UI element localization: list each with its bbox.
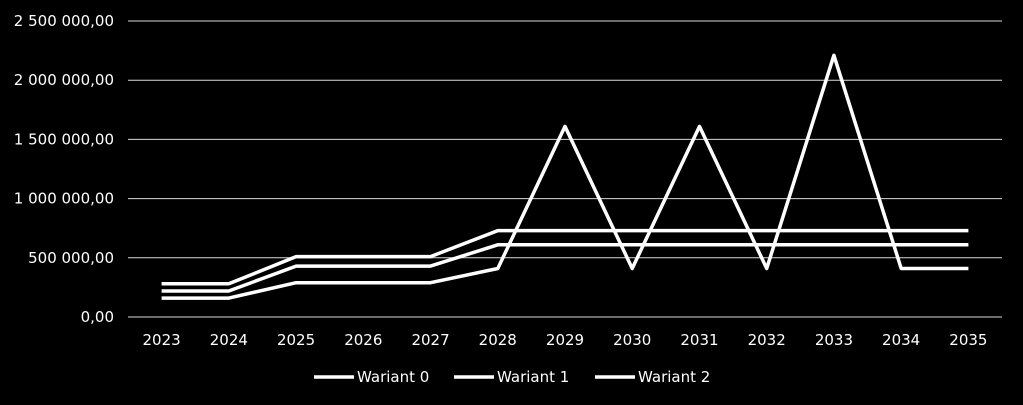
legend-label: Wariant 1: [497, 368, 569, 386]
x-tick-label: 2025: [277, 331, 315, 349]
x-tick-label: 2031: [680, 331, 718, 349]
legend-label: Wariant 2: [638, 368, 710, 386]
x-tick-label: 2032: [748, 331, 786, 349]
legend-label: Wariant 0: [357, 368, 429, 386]
y-tick-label: 1 000 000,00: [14, 190, 114, 208]
x-tick-label: 2034: [882, 331, 920, 349]
legend: Wariant 0 Wariant 1 Wariant 2: [314, 368, 710, 386]
x-tick-label: 2023: [143, 331, 181, 349]
x-axis-tick-labels: 2023 2024 2025 2026 2027 2028 2029 2030 2031 2032…: [143, 331, 988, 349]
y-tick-label: 2 000 000,00: [14, 71, 114, 89]
x-tick-label: 2035: [949, 331, 987, 349]
gridlines: [128, 20, 1002, 318]
series-line-1: [161, 228, 969, 286]
x-tick-label: 2027: [411, 331, 449, 349]
y-tick-label: 0,00: [81, 308, 114, 326]
x-tick-label: 2030: [613, 331, 651, 349]
y-tick-label: 2 500 000,00: [14, 12, 114, 30]
x-tick-label: 2024: [210, 331, 248, 349]
series-line-0: [161, 53, 969, 300]
y-tick-label: 1 500 000,00: [14, 130, 114, 148]
x-tick-label: 2028: [479, 331, 517, 349]
x-tick-label: 2029: [546, 331, 584, 349]
x-tick-label: 2026: [344, 331, 382, 349]
y-axis-tick-labels: 0,00 500 000,00 1 000 000,00 1 500 000,00 2 …: [14, 12, 114, 326]
series-line-2: [161, 243, 969, 293]
series-lines: [161, 53, 969, 300]
x-tick-label: 2033: [815, 331, 853, 349]
y-tick-label: 500 000,00: [28, 249, 114, 267]
